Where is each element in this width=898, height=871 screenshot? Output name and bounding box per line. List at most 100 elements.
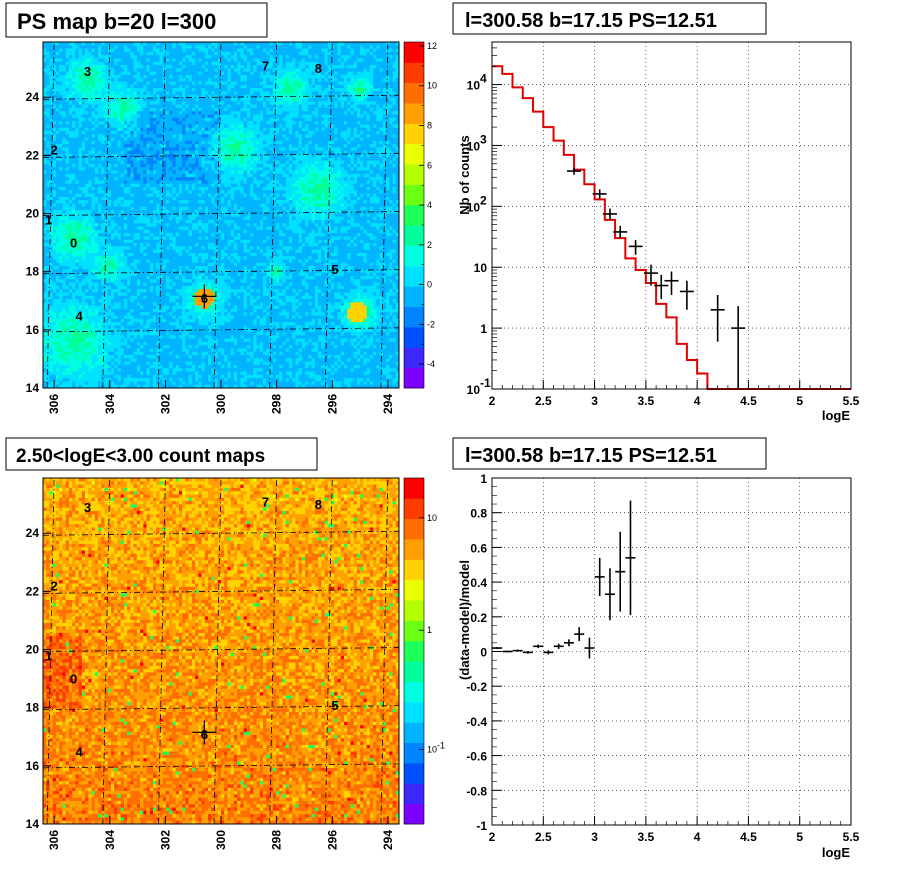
heatmap-cell [94, 101, 99, 105]
heatmap-cell [98, 249, 102, 254]
heatmap-cell [72, 68, 76, 72]
heatmap-cell [49, 236, 54, 241]
heatmap-cell [110, 196, 115, 201]
heatmap-cell [182, 256, 186, 260]
heatmap-cell [159, 107, 164, 112]
heatmap-cell [91, 61, 96, 66]
heatmap-cell [91, 48, 96, 53]
heatmap-cell [156, 91, 160, 96]
heatmap-cell [185, 147, 189, 152]
heatmap-cell [68, 279, 73, 283]
heatmap-cell [91, 167, 96, 171]
heatmap-cell [195, 74, 199, 79]
heatmap-cell [162, 58, 167, 63]
heatmap-cell [117, 216, 121, 221]
heatmap-cell [191, 134, 196, 138]
heatmap-cell [55, 285, 60, 290]
heatmap-cell [98, 223, 102, 227]
heatmap-cell [156, 88, 160, 92]
heatmap-cell [195, 173, 199, 178]
heatmap-cell [120, 308, 125, 313]
heatmap-cell [114, 295, 118, 300]
heatmap-cell [149, 338, 154, 343]
heatmap-cell [59, 160, 63, 165]
heatmap-cell [88, 200, 92, 204]
heatmap-cell [91, 147, 96, 152]
heatmap-cell [175, 91, 180, 96]
heatmap-cell [182, 150, 186, 155]
heatmap-cell [185, 186, 189, 191]
heatmap-cell [107, 104, 112, 109]
heatmap-cell [153, 374, 157, 379]
heatmap-cell [172, 331, 176, 336]
heatmap-cell [55, 299, 60, 303]
heatmap-cell [68, 381, 73, 386]
heatmap-cell [175, 147, 180, 152]
heatmap-cell [188, 101, 193, 105]
heatmap-cell [130, 331, 134, 336]
heatmap-cell [101, 91, 105, 96]
heatmap-cell [62, 137, 66, 142]
heatmap-cell [159, 351, 164, 356]
heatmap-cell [169, 213, 173, 217]
heatmap-cell [123, 140, 128, 145]
heatmap-cell [98, 68, 102, 72]
heatmap-cell [110, 259, 115, 264]
heatmap-cell [110, 384, 115, 388]
heatmap-cell [46, 229, 50, 234]
heatmap-cell [169, 55, 173, 59]
heatmap-cell [178, 239, 183, 244]
heatmap-cell [107, 130, 112, 135]
heatmap-cell [62, 305, 66, 310]
heatmap-cell [55, 295, 60, 300]
heatmap-cell [75, 223, 79, 227]
heatmap-cell [65, 325, 70, 329]
heatmap-cell [136, 223, 141, 227]
heatmap-cell [165, 318, 170, 323]
heatmap-cell [185, 193, 189, 198]
heatmap-cell [98, 338, 102, 343]
heatmap-cell [195, 84, 199, 89]
heatmap-cell [130, 58, 134, 63]
heatmap-cell [94, 81, 99, 86]
heatmap-cell [120, 219, 125, 224]
heatmap-cell [149, 58, 154, 63]
heatmap-cell [143, 183, 147, 188]
heatmap-cell [127, 193, 131, 198]
heatmap-cell [136, 262, 141, 267]
heatmap-cell [114, 137, 118, 142]
heatmap-cell [140, 127, 144, 132]
heatmap-cell [62, 203, 66, 208]
heatmap-cell [133, 98, 138, 102]
heatmap-cell [43, 338, 47, 343]
heatmap-cell [62, 127, 66, 132]
heatmap-cell [98, 190, 102, 194]
heatmap-cell [175, 193, 180, 198]
heatmap-cell [156, 358, 160, 362]
heatmap-cell [114, 157, 118, 161]
heatmap-cell [52, 282, 57, 287]
heatmap-cell [133, 364, 138, 369]
heatmap-cell [91, 266, 96, 270]
heatmap-cell [110, 361, 115, 366]
heatmap-cell [114, 282, 118, 287]
heatmap-cell [49, 331, 54, 336]
heatmap-cell [143, 368, 147, 372]
heatmap-cell [49, 355, 54, 359]
heatmap-cell [188, 368, 193, 372]
heatmap-cell [175, 94, 180, 99]
heatmap-cell [156, 78, 160, 82]
heatmap-cell [88, 114, 92, 119]
heatmap-cell [72, 308, 76, 313]
heatmap-cell [68, 114, 73, 119]
heatmap-cell [62, 210, 66, 214]
heatmap-cell [104, 111, 109, 115]
heatmap-cell [143, 285, 147, 290]
heatmap-cell [133, 81, 138, 86]
heatmap-cell [178, 170, 183, 175]
heatmap-cell [153, 361, 157, 366]
heatmap-cell [107, 331, 112, 336]
heatmap-cell [165, 183, 170, 188]
heatmap-cell [185, 364, 189, 369]
heatmap-cell [191, 335, 196, 339]
